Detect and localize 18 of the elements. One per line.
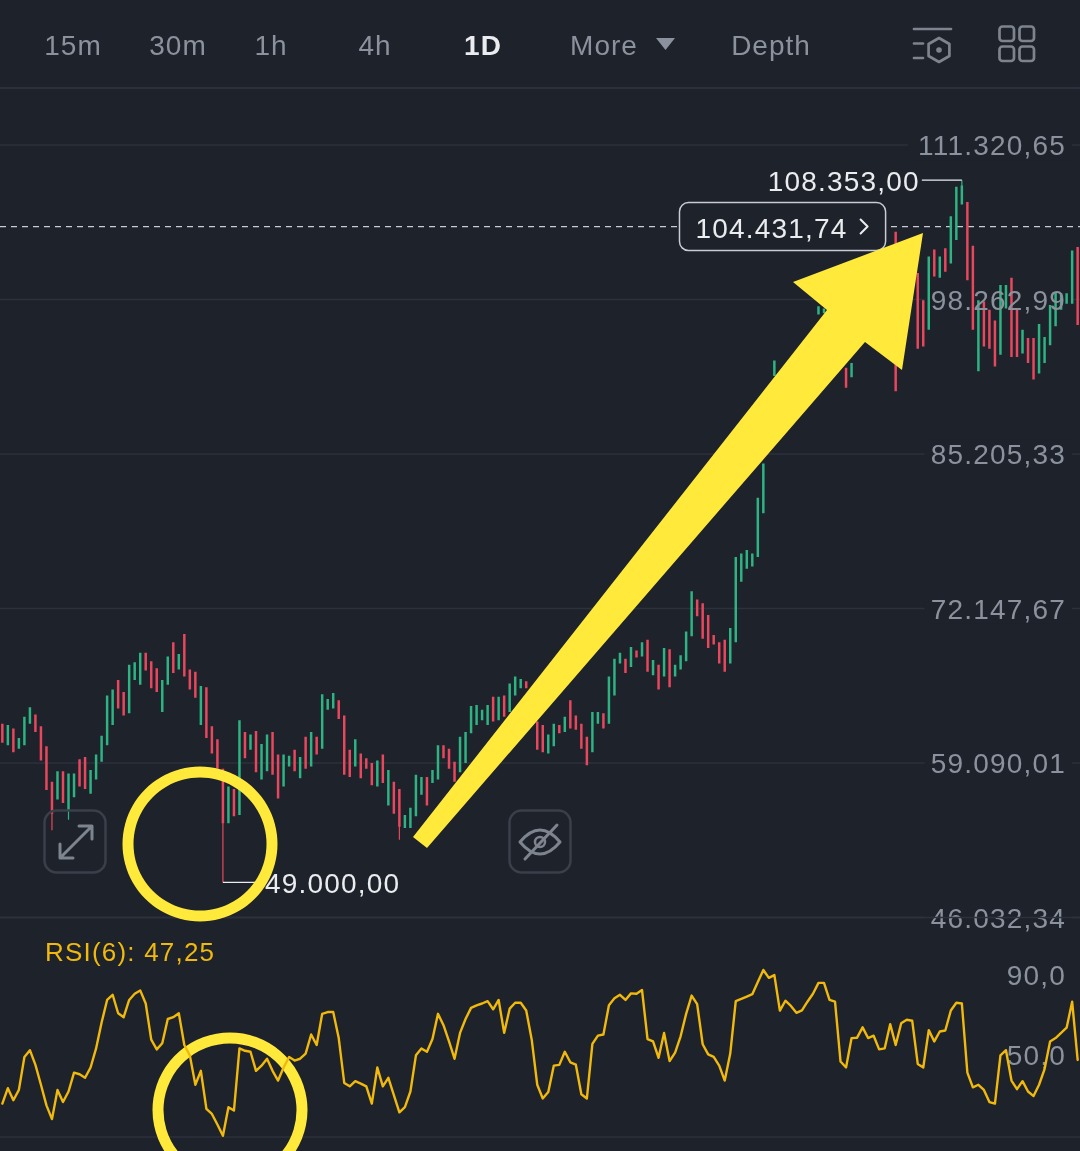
annotation: 49.000,00 — [264, 867, 401, 899]
line-series — [1, 968, 1079, 1138]
text: 15m — [44, 29, 102, 61]
y-tick-label: 72.147,67 — [930, 593, 1066, 625]
text: 4h — [358, 29, 392, 61]
ref-line-label: 104.431,74 — [695, 212, 848, 244]
text: More — [570, 29, 638, 61]
y-tick-label: 85.205,33 — [930, 438, 1066, 470]
text: 30m — [149, 29, 207, 61]
y-tick-label: 90,0 — [1006, 959, 1066, 991]
y-tick-label: 111.320,65 — [918, 129, 1066, 161]
y-tick-label: 59.090,01 — [930, 747, 1066, 779]
text: 1h — [254, 29, 288, 61]
text: 1D — [464, 29, 502, 61]
text: Depth — [731, 29, 811, 61]
annotation: 108.353,00 — [767, 165, 920, 197]
text: RSI(6): 47,25 — [45, 937, 216, 967]
candlestick — [635, 650, 638, 658]
